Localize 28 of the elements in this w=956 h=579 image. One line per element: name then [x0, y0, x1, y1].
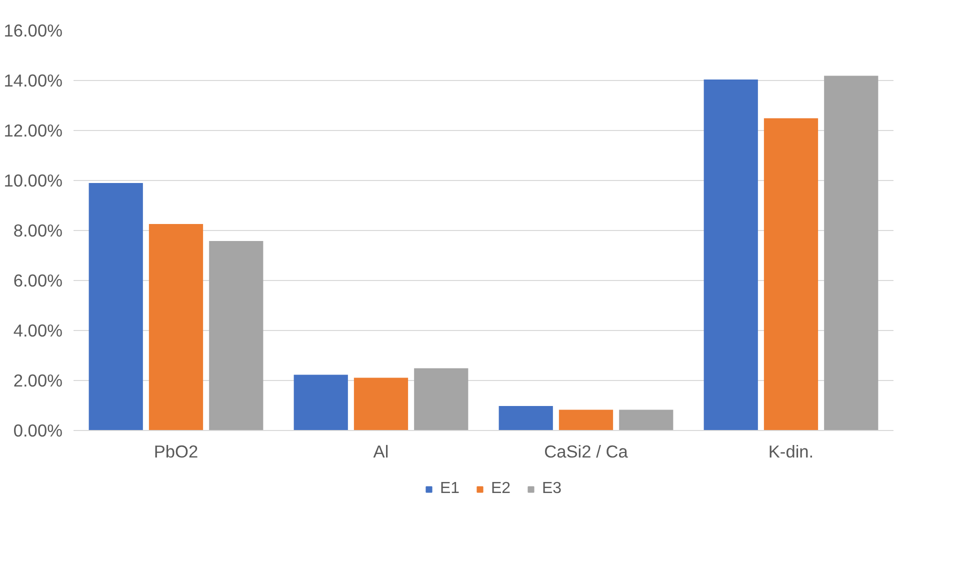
- bar: [704, 80, 758, 430]
- bar: [88, 183, 143, 430]
- legend-label: E3: [542, 480, 562, 498]
- bar: [294, 374, 348, 430]
- bar: [619, 410, 674, 430]
- y-tick-label: 10.00%: [4, 170, 63, 190]
- x-tick-label: CaSi2 / Ca: [544, 442, 628, 462]
- y-tick-label: 14.00%: [4, 70, 63, 90]
- y-tick-label: 12.00%: [4, 120, 63, 140]
- y-tick-label: 2.00%: [13, 370, 63, 390]
- bar: [354, 378, 408, 430]
- y-tick-label: 6.00%: [13, 270, 63, 290]
- bar: [558, 410, 614, 430]
- y-tick-label: 0.00%: [13, 420, 63, 440]
- bar: [764, 118, 818, 430]
- y-tick-label: 4.00%: [13, 320, 63, 340]
- x-tick-label: Al: [373, 442, 389, 462]
- y-tick-label: 8.00%: [13, 220, 63, 240]
- legend-label: E1: [440, 480, 460, 498]
- bar: [498, 406, 553, 430]
- x-tick-label: PbO2: [154, 442, 198, 462]
- bar: [148, 224, 204, 430]
- legend-label: E2: [491, 480, 511, 498]
- x-tick-label: K-din.: [768, 442, 814, 462]
- y-tick-label: 16.00%: [4, 20, 63, 40]
- bar: [824, 76, 878, 430]
- bar: [414, 368, 468, 430]
- bar: [209, 241, 264, 430]
